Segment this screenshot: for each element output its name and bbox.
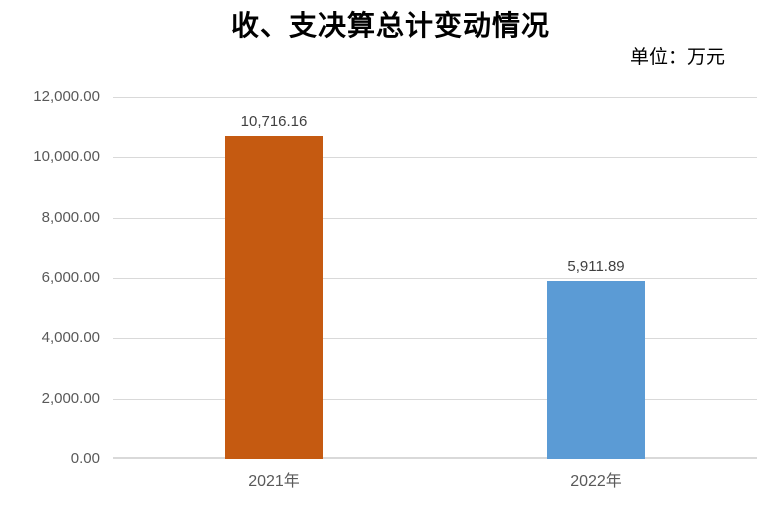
gridline: [113, 97, 757, 98]
x-axis-label: 2022年: [570, 473, 622, 490]
y-axis-label: 12,000.00: [33, 88, 100, 105]
gridline: [113, 338, 757, 339]
y-axis-label: 0.00: [70, 450, 100, 467]
bar-2022年: [547, 281, 645, 459]
bar-group: 10,716.16: [225, 113, 323, 459]
gridline: [113, 157, 757, 158]
bar-data-label: 10,716.16: [240, 113, 308, 130]
y-axis-label: 4,000.00: [41, 329, 100, 347]
bar-data-label: 5,911.89: [567, 258, 625, 275]
y-axis-label: 6,000.00: [41, 269, 100, 286]
bar-2021年: [225, 136, 323, 459]
y-axis-label: 10,000.00: [33, 148, 100, 166]
chart-title: 收、支决算总计变动情况: [230, 9, 550, 42]
gridline: [113, 399, 757, 400]
plot-area: 10,716.16 5,911.89: [113, 97, 757, 459]
x-axis-line: [113, 457, 757, 459]
gridline: [113, 218, 757, 219]
bar-group: 5,911.89: [547, 258, 645, 459]
gridline: [113, 278, 757, 279]
x-axis-label: 2021年: [248, 473, 300, 490]
y-axis-label: 2,000.00: [41, 389, 100, 407]
y-axis-label: 8,000.00: [41, 208, 100, 226]
unit-label: 单位：万元: [629, 46, 725, 68]
